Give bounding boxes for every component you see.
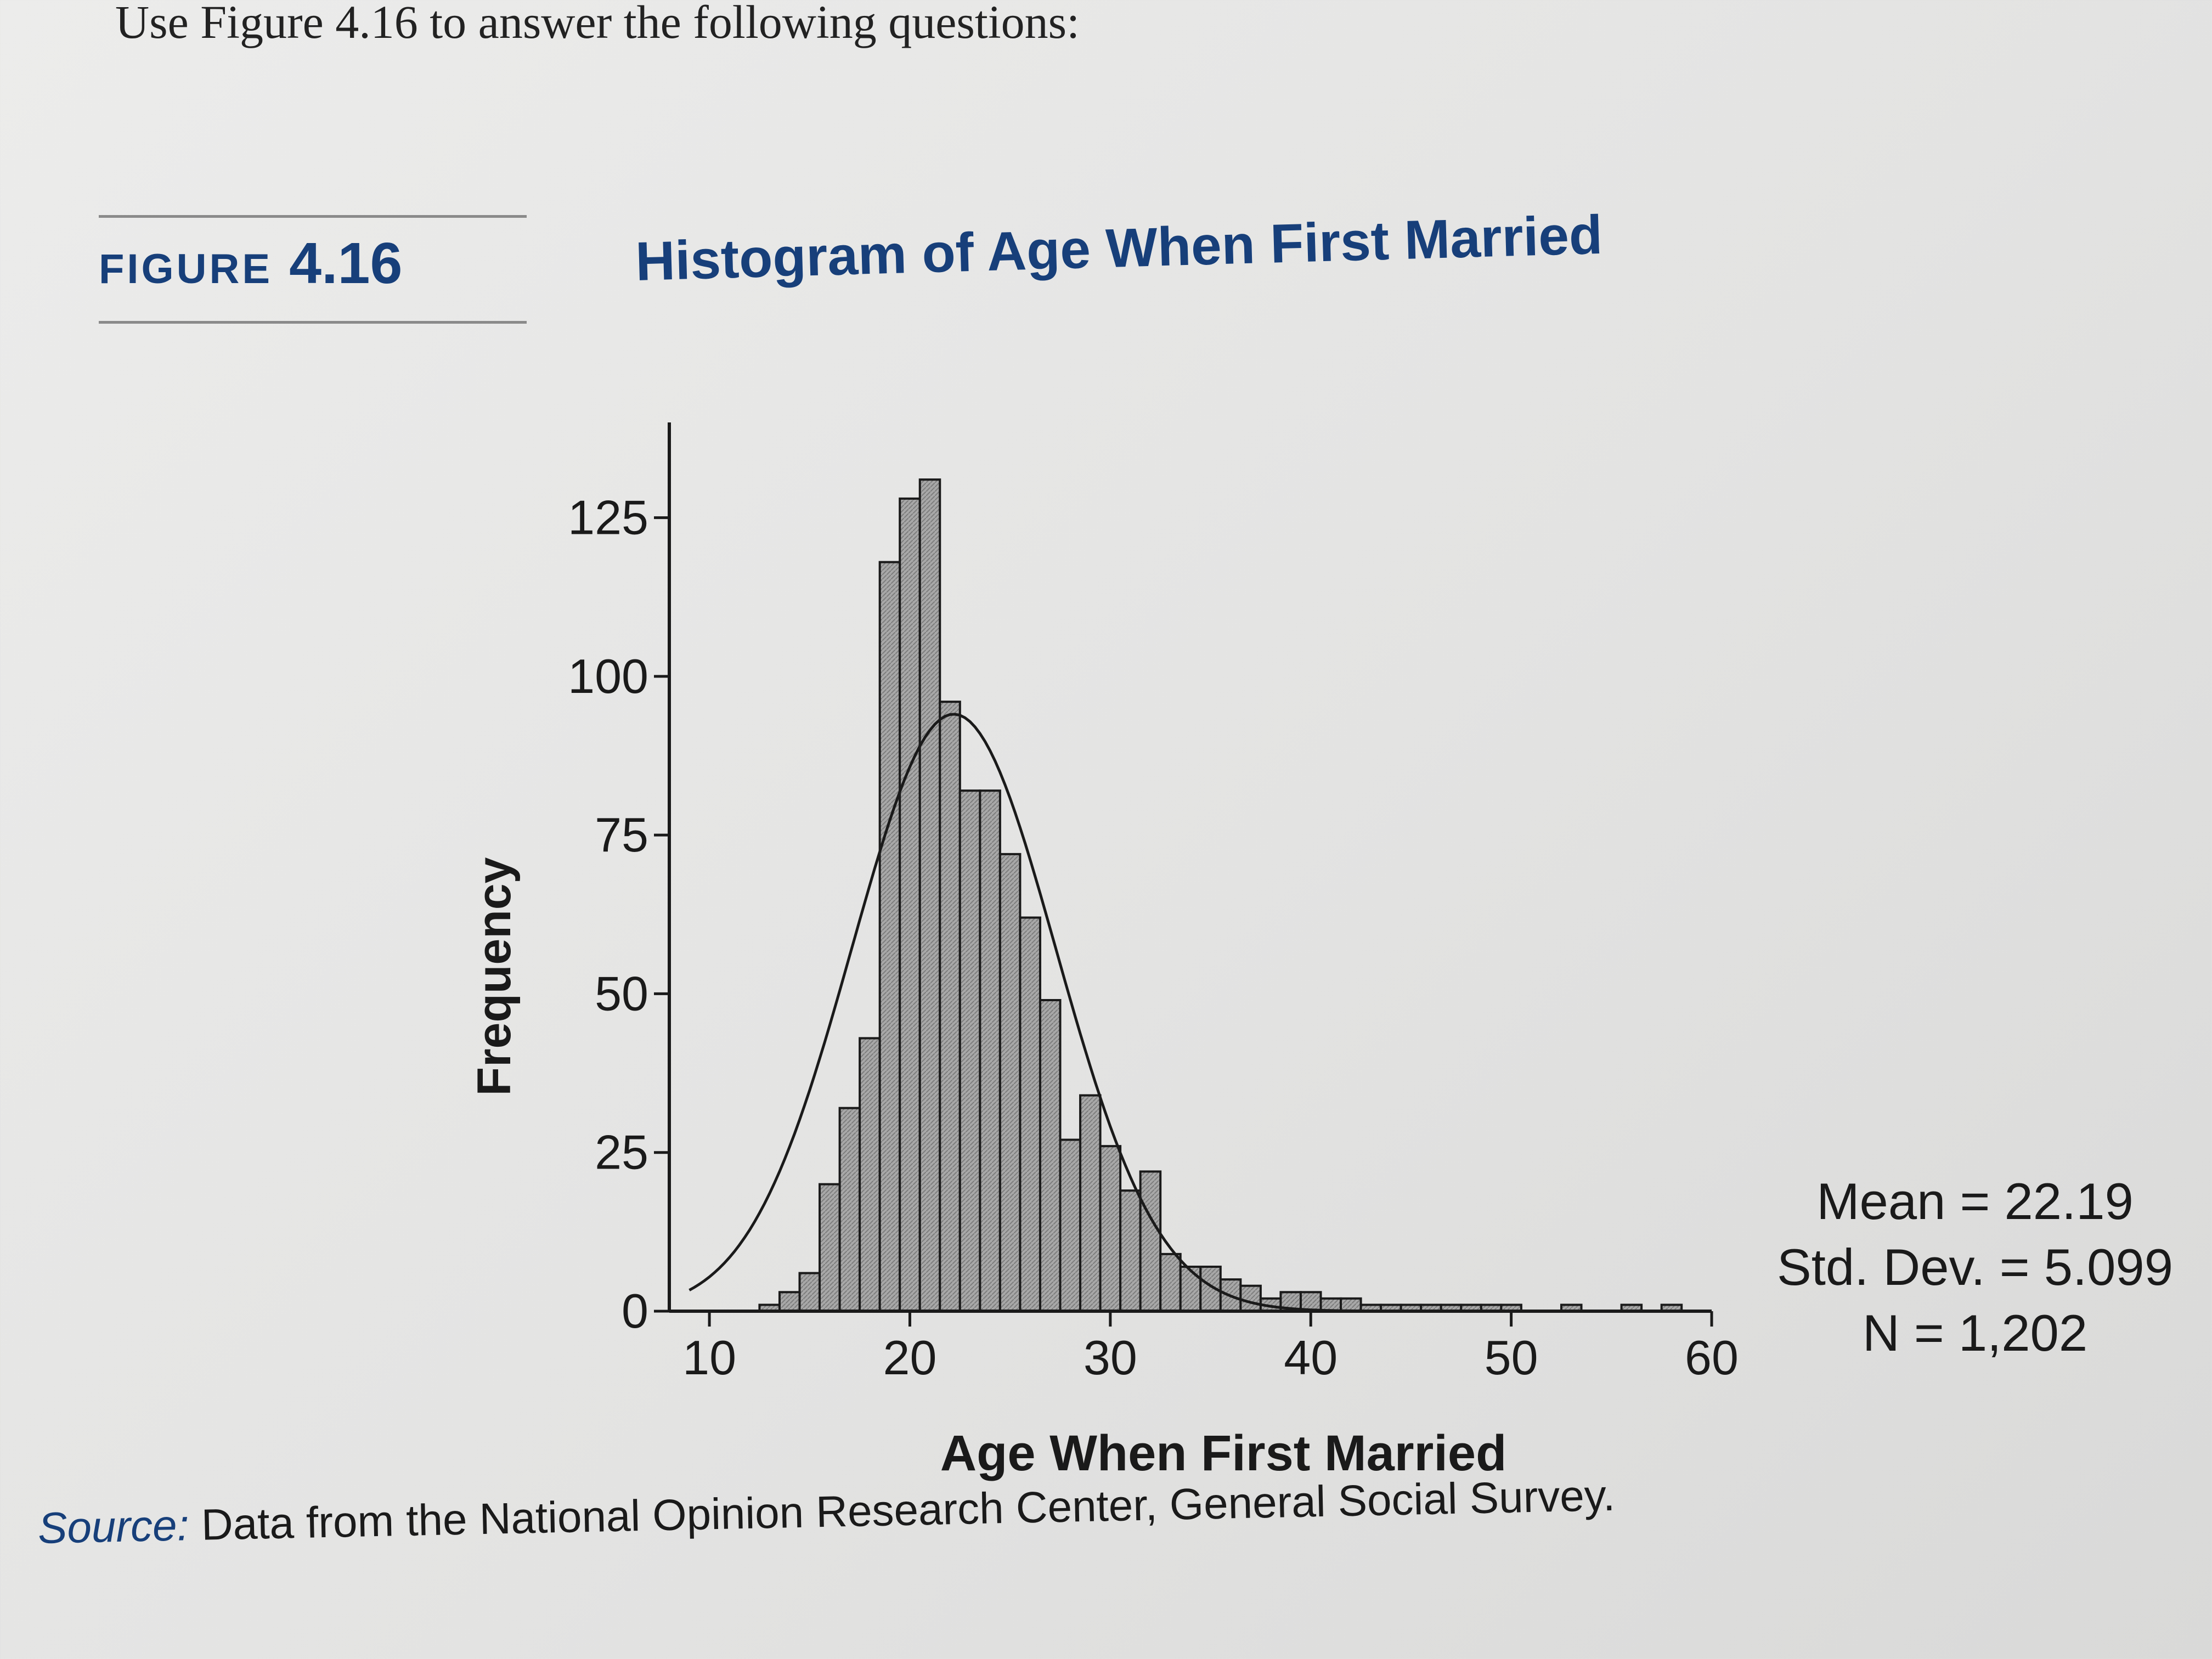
histogram-bars <box>758 478 1683 1313</box>
x-tick-label: 30 <box>1084 1330 1137 1385</box>
x-axis-label: Age When First Married <box>940 1425 1507 1481</box>
histogram-bar <box>979 789 1001 1312</box>
stat-n: N = 1,202 <box>1862 1304 2088 1362</box>
histogram-bar <box>1079 1094 1102 1312</box>
y-tick-label: 0 <box>622 1284 648 1338</box>
tick-labels: 0 25 50 75 100 125 10 20 30 40 50 60 <box>568 490 1739 1385</box>
histogram-bar <box>918 478 941 1313</box>
histogram-bar <box>1019 916 1041 1312</box>
figure-label-word: FIGURE <box>99 246 273 292</box>
histogram-bar <box>958 789 981 1312</box>
histogram-bar <box>1299 1291 1322 1312</box>
histogram-bar <box>939 701 961 1312</box>
y-axis-label: Frequency <box>468 857 521 1096</box>
source-lead: Source: <box>37 1500 190 1553</box>
histogram-bar <box>899 497 921 1312</box>
histogram-bar <box>1340 1297 1362 1313</box>
histogram-bar <box>819 1183 841 1313</box>
histogram-bar <box>1119 1189 1142 1312</box>
histogram-bar <box>1219 1278 1242 1312</box>
y-tick-label: 125 <box>568 490 648 545</box>
figure-label: FIGURE 4.16 <box>99 230 402 297</box>
instruction-text: Use Figure 4.16 to answer the following … <box>115 0 1080 48</box>
histogram-bar <box>1139 1170 1162 1312</box>
histogram-bar <box>878 561 901 1312</box>
histogram-bar <box>778 1291 801 1312</box>
x-tick-label: 50 <box>1485 1330 1538 1385</box>
stat-mean: Mean = 22.19 <box>1816 1172 2134 1230</box>
histogram-bar <box>998 853 1022 1313</box>
stat-std-dev: Std. Dev. = 5.099 <box>1777 1238 2173 1296</box>
histogram-bar <box>1159 1252 1182 1313</box>
histogram-bar <box>838 1107 861 1312</box>
summary-stats: Mean = 22.19 Std. Dev. = 5.099 N = 1,202 <box>1728 1169 2212 1366</box>
x-tick-label: 20 <box>883 1330 937 1385</box>
figure-rule-top <box>99 215 527 218</box>
histogram-bar <box>1239 1284 1262 1313</box>
figure-label-number: 4.16 <box>289 231 403 296</box>
histogram-bar <box>859 1037 881 1313</box>
histogram-bar <box>1059 1138 1082 1313</box>
y-tick-label: 25 <box>595 1125 648 1180</box>
x-tick-label: 40 <box>1284 1330 1338 1385</box>
y-tick-label: 50 <box>595 966 648 1020</box>
figure-rule-bottom <box>99 321 527 324</box>
histogram-bar <box>1039 999 1062 1312</box>
x-tick-label: 60 <box>1685 1330 1739 1385</box>
histogram-bar <box>1099 1145 1122 1312</box>
histogram-bar <box>1179 1266 1202 1312</box>
y-tick-label: 75 <box>595 808 648 862</box>
histogram-bar <box>798 1272 821 1313</box>
chart-axes <box>654 422 1713 1327</box>
y-tick-label: 100 <box>568 649 648 703</box>
x-tick-label: 10 <box>682 1330 736 1385</box>
